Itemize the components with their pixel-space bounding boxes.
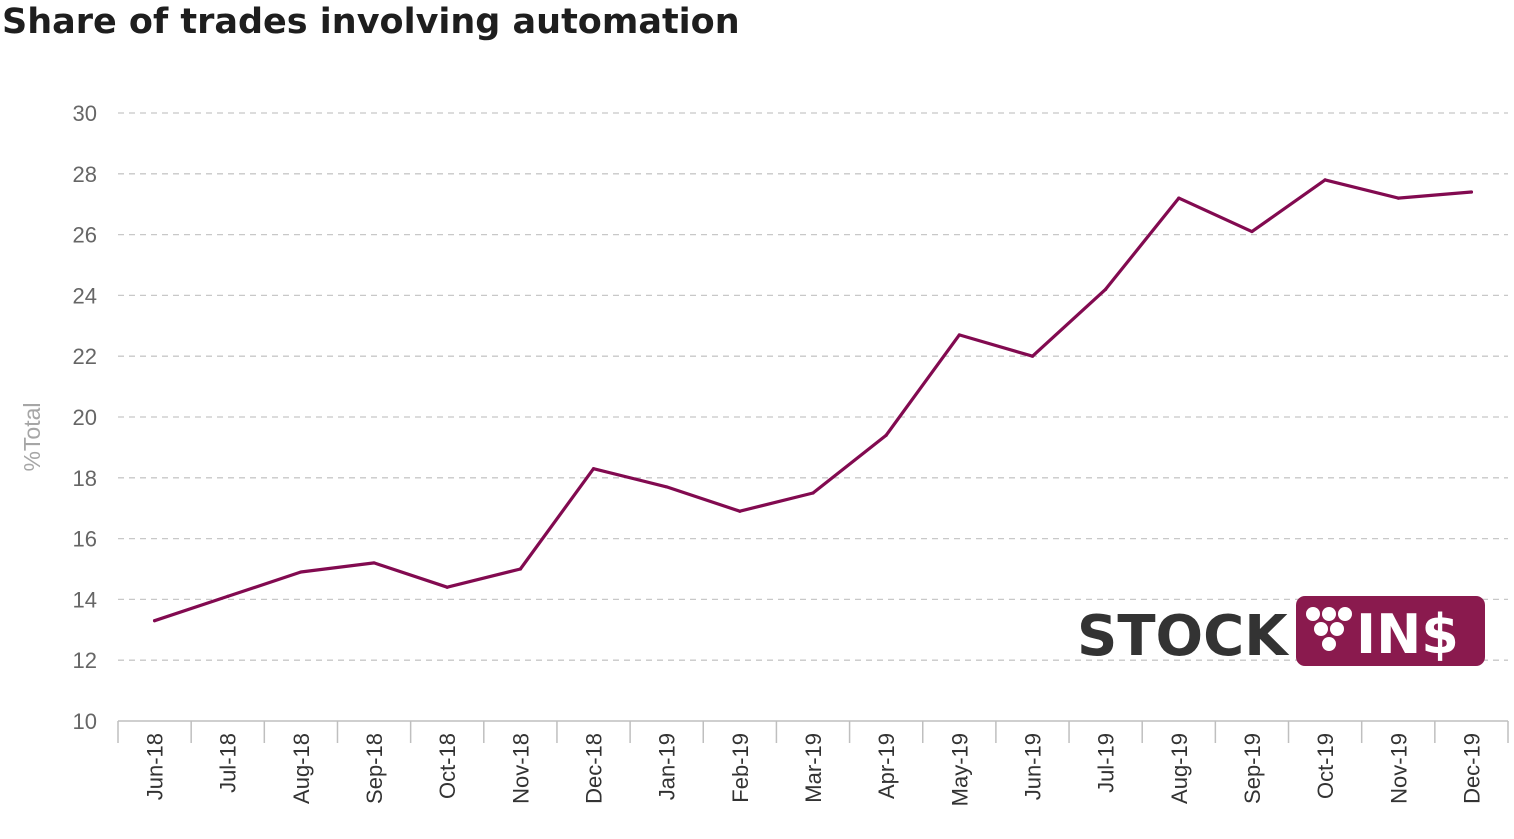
series-layer bbox=[152, 178, 1474, 623]
y-tick-label: 14 bbox=[73, 587, 97, 612]
data-point bbox=[957, 333, 961, 337]
chart-title: Share of trades involving automation bbox=[2, 2, 740, 42]
axes bbox=[117, 720, 1509, 743]
stockapps-logo: STOCK IN$ bbox=[1077, 596, 1485, 669]
x-tick-label: Apr-19 bbox=[874, 733, 899, 799]
x-tick-label: Nov-18 bbox=[508, 733, 533, 804]
data-point bbox=[372, 561, 376, 565]
x-tick-label: Jun-18 bbox=[143, 733, 168, 800]
y-tick-label: 10 bbox=[73, 709, 97, 734]
x-tick-label: Mar-19 bbox=[801, 733, 826, 803]
x-tick-label: Nov-19 bbox=[1386, 733, 1411, 804]
data-point bbox=[738, 509, 742, 513]
y-tick-label: 18 bbox=[73, 466, 97, 491]
data-point bbox=[811, 491, 815, 495]
x-tick-label: Aug-18 bbox=[289, 733, 314, 804]
data-point bbox=[445, 585, 449, 589]
x-tick-labels: Jun-18 Jul-18 Aug-18 Sep-18 Oct-18 Nov-18 Dec-… bbox=[143, 733, 1485, 806]
data-point bbox=[591, 467, 596, 471]
y-tick-label: 16 bbox=[73, 527, 97, 552]
y-tick-label: 12 bbox=[73, 648, 97, 673]
data-point bbox=[1250, 229, 1254, 234]
x-tick-label: Dec-18 bbox=[582, 733, 607, 804]
data-point bbox=[1396, 196, 1400, 200]
data-point bbox=[884, 433, 888, 437]
x-tick-label: Jan-19 bbox=[655, 733, 680, 800]
x-tick-label: Dec-19 bbox=[1459, 733, 1484, 804]
y-tick-label: 20 bbox=[73, 405, 97, 430]
data-point bbox=[1469, 190, 1474, 194]
grapes-icon bbox=[1306, 607, 1352, 651]
y-tick-label: 26 bbox=[73, 223, 97, 248]
y-tick-labels: 10 12 14 16 18 20 22 24 26 28 30 bbox=[73, 101, 97, 734]
x-tick-label: Jul-19 bbox=[1094, 733, 1119, 793]
data-point bbox=[1323, 178, 1327, 182]
x-tick-label: Aug-19 bbox=[1167, 733, 1192, 804]
x-tick-label: Feb-19 bbox=[728, 733, 753, 803]
data-point bbox=[299, 570, 303, 574]
x-tick-label: Sep-19 bbox=[1240, 733, 1265, 804]
y-axis-label: %Total bbox=[19, 402, 45, 471]
x-tick-label: Oct-19 bbox=[1313, 733, 1338, 799]
x-tick-label: Sep-18 bbox=[362, 733, 387, 804]
y-tick-label: 28 bbox=[73, 162, 97, 187]
data-point bbox=[1177, 196, 1181, 200]
data-point bbox=[665, 485, 669, 489]
y-tick-label: 30 bbox=[73, 101, 97, 126]
data-point bbox=[518, 567, 522, 571]
x-tick-label: Jul-18 bbox=[216, 733, 241, 793]
data-point bbox=[152, 619, 157, 623]
logo-text-ins: IN$ bbox=[1356, 603, 1459, 666]
data-point bbox=[226, 594, 230, 598]
x-tick-label: May-19 bbox=[947, 733, 972, 806]
gridlines bbox=[118, 112, 1508, 661]
logo-text-stock: STOCK bbox=[1077, 604, 1290, 669]
data-point bbox=[1030, 354, 1035, 358]
data-point bbox=[1104, 287, 1108, 291]
x-tick-label: Oct-18 bbox=[435, 733, 460, 799]
y-tick-label: 24 bbox=[73, 283, 97, 308]
series-line bbox=[153, 178, 1474, 623]
x-tick-label: Jun-19 bbox=[1020, 733, 1045, 800]
y-tick-label: 22 bbox=[73, 344, 97, 369]
